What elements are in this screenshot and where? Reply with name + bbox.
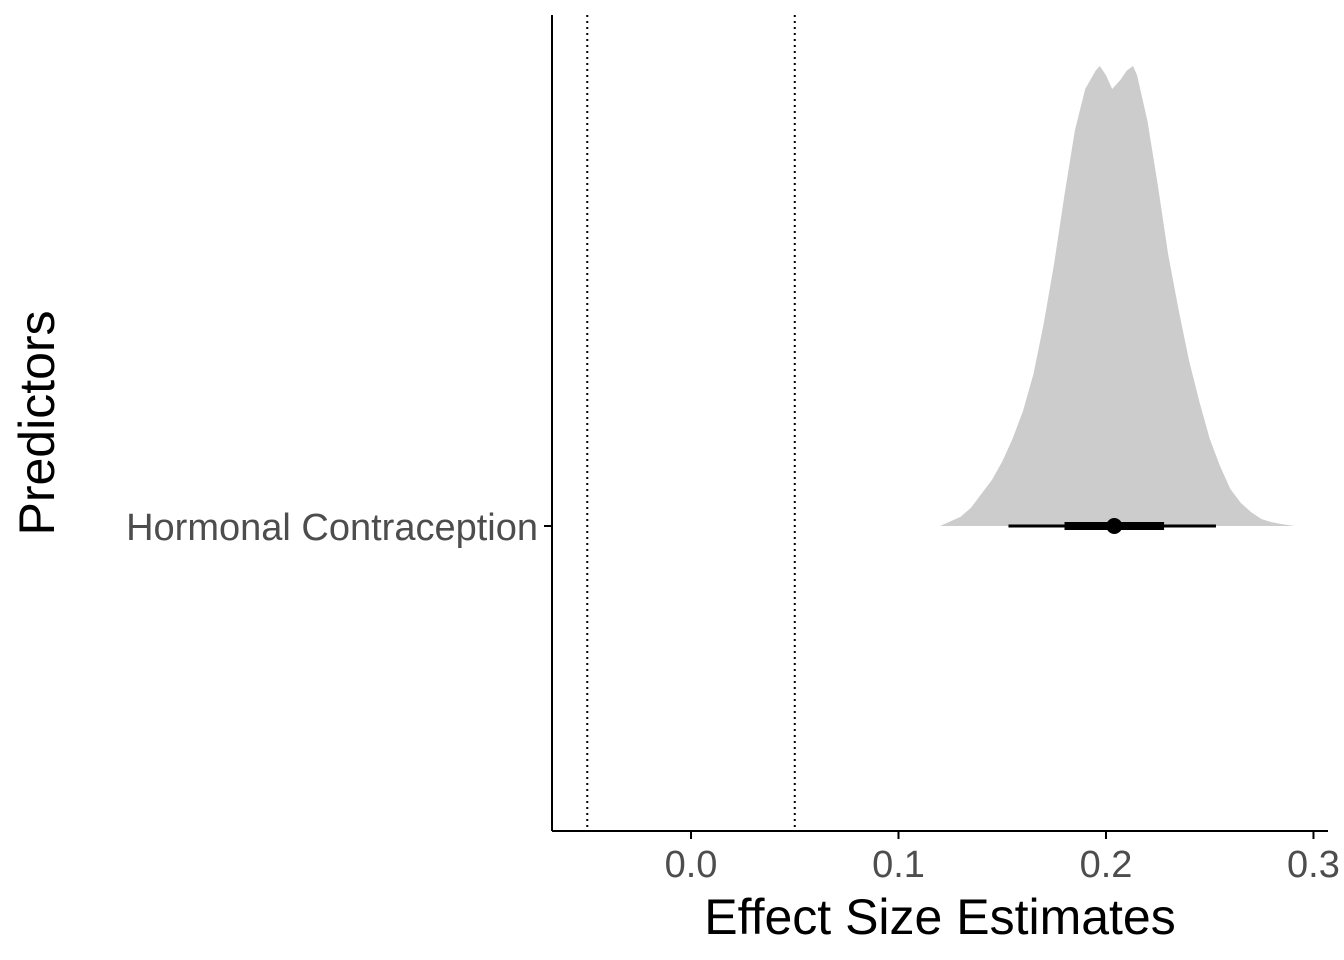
axes <box>551 15 1328 832</box>
reference-lines <box>586 15 796 831</box>
y-axis-title: Predictors <box>9 310 65 535</box>
x-ticks: 0.0 0.1 0.2 0.3 <box>665 831 1340 886</box>
x-tick-label-2: 0.2 <box>1080 844 1133 886</box>
x-tick-label-1: 0.1 <box>872 844 925 886</box>
x-tick-label-3: 0.3 <box>1287 844 1340 886</box>
x-tick-label-0: 0.0 <box>665 844 718 886</box>
y-tick-label-0: Hormonal Contraception <box>126 507 538 549</box>
median-point <box>1106 518 1123 534</box>
density-layer <box>940 66 1295 526</box>
density-shape <box>940 66 1295 526</box>
y-ticks: Hormonal Contraception <box>126 507 552 549</box>
interval-layer <box>1008 518 1216 534</box>
x-axis-title: Effect Size Estimates <box>704 889 1175 945</box>
